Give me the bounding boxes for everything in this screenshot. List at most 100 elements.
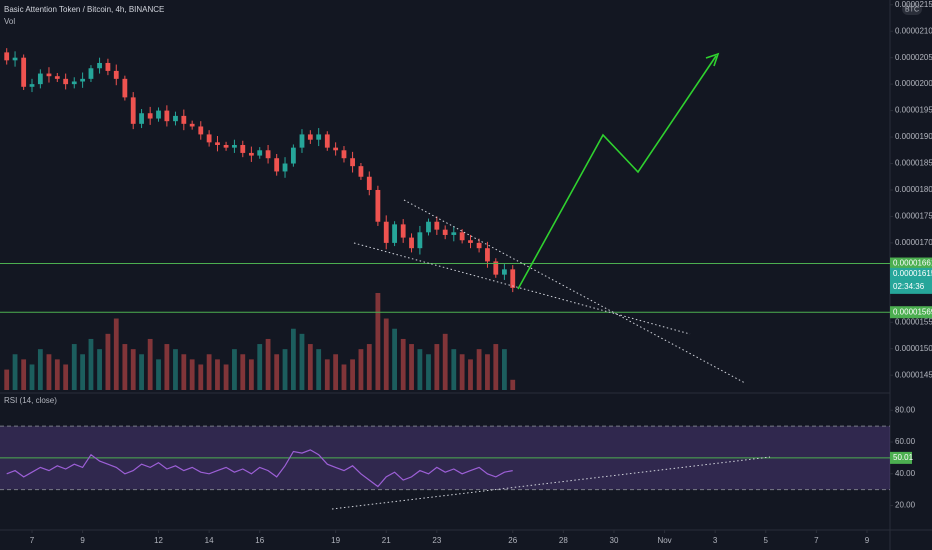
candle-body	[88, 68, 94, 79]
volume-bar	[434, 344, 440, 390]
x-tick-label: 21	[382, 536, 391, 545]
candle-body	[501, 269, 507, 275]
volume-bar	[400, 338, 406, 390]
volume-bar	[240, 354, 246, 390]
last-price-badge	[890, 267, 932, 294]
volume-bar	[173, 349, 178, 390]
volume-bar	[350, 359, 355, 390]
volume-bar	[12, 354, 18, 390]
x-tick-label: 7	[814, 536, 819, 545]
volume-bar	[139, 354, 144, 390]
candle-body	[122, 78, 128, 98]
volume-bar	[147, 338, 153, 390]
volume-bar	[409, 344, 414, 390]
x-tick-label: 23	[432, 536, 441, 545]
candle-body	[12, 57, 18, 61]
volume-bar	[468, 359, 473, 390]
candle-body	[198, 126, 204, 135]
candle-body	[417, 232, 423, 249]
volume-bar	[130, 349, 136, 390]
volume-bar	[333, 354, 339, 390]
volume-bar	[54, 359, 60, 390]
rsi-line	[6, 449, 513, 488]
x-tick-label: 28	[559, 536, 568, 545]
volume-bar	[29, 364, 35, 390]
hline-label: 0.00001569	[893, 307, 932, 316]
countdown: 02:34:36	[893, 282, 925, 291]
candle-body	[409, 237, 414, 249]
volume-bar	[232, 349, 237, 390]
chart-title: Basic Attention Token / Bitcoin, 4h, BIN…	[4, 5, 164, 14]
rsi-trendline	[331, 456, 771, 510]
hline-badge	[890, 257, 932, 270]
volume-bar	[274, 354, 280, 390]
volume-bar	[164, 344, 170, 390]
volume-bar	[71, 344, 77, 390]
candle-body	[307, 134, 313, 140]
volume-bar	[392, 328, 397, 390]
candle-body	[274, 158, 280, 172]
candle-body	[333, 147, 339, 151]
candle-body	[383, 221, 389, 243]
x-tick-label: 30	[610, 536, 619, 545]
volume-bar	[307, 344, 313, 390]
candle-body	[366, 176, 372, 190]
volume-bar	[442, 333, 448, 390]
candle-body	[485, 248, 490, 262]
volume-bar	[248, 359, 254, 390]
candle-body	[493, 261, 499, 275]
candle-body	[257, 150, 263, 156]
volume-bar	[113, 318, 119, 390]
candle-body	[240, 144, 246, 153]
x-tick-label: 3	[713, 536, 718, 545]
volume-bar	[282, 349, 288, 390]
volume-bar	[265, 338, 271, 390]
candle-body	[71, 81, 77, 85]
candle-body	[248, 152, 254, 156]
volume-bar	[206, 354, 212, 390]
projection-path	[517, 55, 717, 290]
candle-body	[299, 134, 305, 148]
projection-arrow	[705, 52, 720, 67]
candle-body	[223, 144, 229, 148]
candle-body	[164, 110, 170, 122]
volume-bar	[476, 349, 482, 390]
candle-body	[139, 113, 144, 124]
candle-body	[4, 52, 10, 61]
candle-body	[510, 269, 516, 288]
candle-body	[451, 232, 457, 235]
candle-body	[442, 229, 448, 235]
rsi-title: RSI (14, close)	[4, 396, 57, 405]
x-tick-label: 26	[508, 536, 517, 545]
candle-body	[282, 163, 288, 172]
candle-body	[46, 73, 52, 77]
candle-body	[63, 78, 69, 85]
currency-badge[interactable]	[902, 3, 922, 15]
volume-bar	[299, 333, 305, 390]
volume-bar	[21, 359, 27, 390]
candle-body	[468, 240, 473, 243]
candle-body	[97, 62, 102, 69]
candle-body	[156, 110, 161, 119]
candle-body	[54, 76, 60, 79]
candle-body	[290, 147, 296, 164]
volume-bar	[290, 328, 296, 390]
volume-bar	[257, 344, 263, 390]
volume-bar	[198, 364, 204, 390]
candle-body	[324, 134, 330, 148]
candle-body	[113, 70, 119, 79]
candle-body	[37, 73, 43, 85]
volume-bar	[37, 349, 43, 390]
candle-body	[105, 62, 111, 71]
x-tick-label: 5	[764, 536, 769, 545]
volume-bar	[485, 354, 490, 390]
candle-body	[265, 150, 271, 159]
